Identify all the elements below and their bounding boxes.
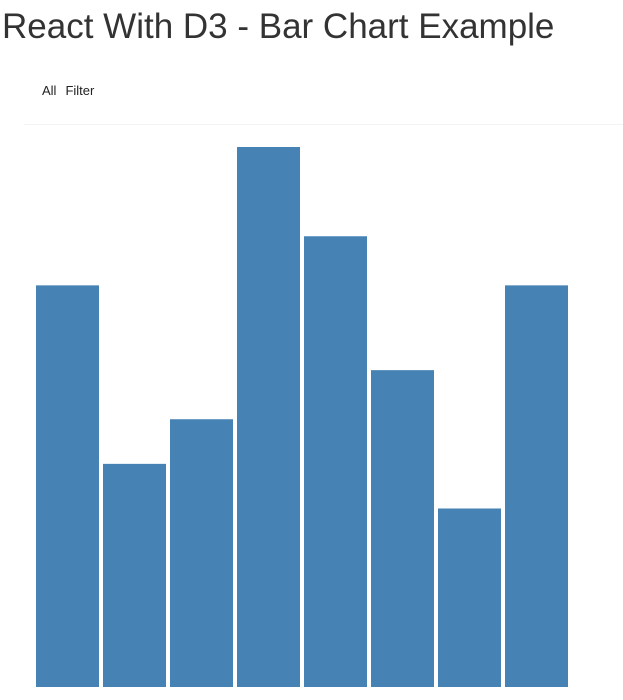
all-button[interactable]: All [42,83,57,98]
bar-7 [438,508,501,687]
bar-4 [237,147,300,687]
bar-5 [304,236,367,687]
chart-controls: All Filter [42,82,94,100]
bar-2 [103,463,166,687]
page-title: React With D3 - Bar Chart Example [2,7,555,46]
chart-area [24,124,623,688]
bar-chart [36,147,568,687]
bar-8 [505,285,568,687]
bar-1 [36,285,99,687]
bar-3 [170,419,233,687]
filter-button[interactable]: Filter [65,83,95,98]
bar-6 [371,370,434,687]
